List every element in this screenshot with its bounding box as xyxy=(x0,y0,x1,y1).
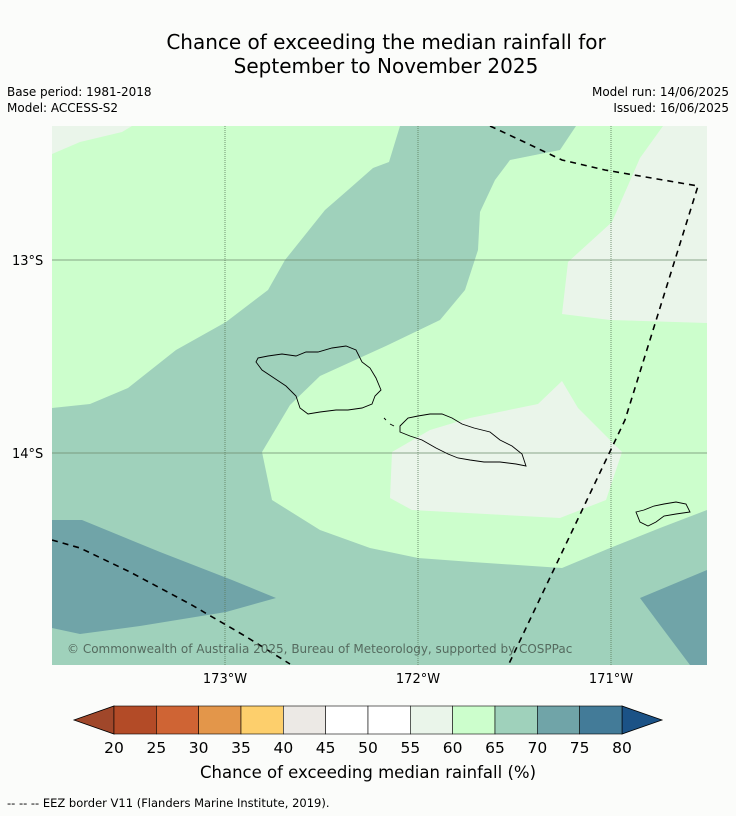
colorbar-bin xyxy=(494,705,538,735)
colorbar-bin xyxy=(325,705,369,735)
meta-left: Base period: 1981-2018 Model: ACCESS-S2 xyxy=(7,84,152,116)
colorbar: 20 25 30 35 40 45 50 55 60 65 70 75 80 xyxy=(72,705,664,757)
colorbar-tick-label: 65 xyxy=(485,739,505,757)
eez-legend: -- -- -- EEZ border V11 (Flanders Marine… xyxy=(7,796,330,810)
colorbar-tick-label: 35 xyxy=(231,739,251,757)
lat-axis: 13°S 14°S xyxy=(12,254,43,462)
contour-55-60-nw xyxy=(52,126,132,154)
colorbar-bin xyxy=(283,705,326,735)
colorbar-tick-label: 20 xyxy=(104,739,124,757)
contour-70-75-se xyxy=(640,570,707,665)
colorbar-bin xyxy=(452,705,496,735)
chart-title: Chance of exceeding the median rainfall … xyxy=(0,30,736,78)
eez-line-west xyxy=(52,539,291,665)
colorbar-bin xyxy=(240,705,284,735)
upolu-island xyxy=(399,413,527,467)
colorbar-tick-label: 40 xyxy=(273,739,293,757)
apolima-manono xyxy=(383,417,395,427)
colorbar-tick-label: 55 xyxy=(400,739,420,757)
contour-70-75-sw xyxy=(52,520,276,634)
eez-border xyxy=(52,126,700,665)
title-line-2: September to November 2025 xyxy=(233,54,539,78)
lon-label-173w: 173°W xyxy=(203,672,247,687)
colorbar-tick-label: 25 xyxy=(146,739,166,757)
model-name: Model: ACCESS-S2 xyxy=(7,101,119,115)
colorbar-tick-label: 50 xyxy=(358,739,378,757)
colorbar-label: Chance of exceeding median rainfall (%) xyxy=(200,763,536,782)
lon-label-172w: 172°W xyxy=(396,672,440,687)
contour-60-65-west xyxy=(52,126,400,408)
contour-55-60-south xyxy=(390,381,622,518)
eez-line-east xyxy=(489,126,700,665)
colorbar-bin xyxy=(198,705,242,735)
lon-axis: 173°W 172°W 171°W xyxy=(203,672,633,687)
colorbar-tick-label: 30 xyxy=(189,739,209,757)
islands xyxy=(255,345,691,527)
tutuila-island xyxy=(635,501,691,527)
base-period: Base period: 1981-2018 xyxy=(7,85,152,99)
colorbar-extend-high xyxy=(621,705,664,735)
colorbar-tick-label: 80 xyxy=(612,739,632,757)
colorbar-tick-label: 60 xyxy=(443,739,463,757)
title-line-1: Chance of exceeding the median rainfall … xyxy=(166,30,606,54)
savaii-island xyxy=(255,345,382,415)
model-run: Model run: 14/06/2025 xyxy=(591,85,729,99)
colorbar-bin xyxy=(113,705,157,735)
colorbar-bin xyxy=(579,705,623,735)
gridlines xyxy=(52,259,707,454)
issued-date: Issued: 16/06/2025 xyxy=(613,101,729,115)
lat-label-13s: 13°S xyxy=(12,254,43,269)
colorbar-tick-label: 45 xyxy=(316,739,336,757)
lon-label-171w: 171°W xyxy=(589,672,633,687)
colorbar-extend-low xyxy=(72,705,115,735)
map-area: © Commonwealth of Australia 2025, Bureau… xyxy=(52,126,707,665)
colorbar-bin xyxy=(367,705,411,735)
colorbar-bin xyxy=(156,705,199,735)
colorbar-bin xyxy=(410,705,453,735)
colorbar-tick-label: 75 xyxy=(570,739,590,757)
copyright-notice: © Commonwealth of Australia 2025, Bureau… xyxy=(67,642,572,656)
colorbar-bin xyxy=(537,705,580,735)
colorbar-tick-label: 70 xyxy=(527,739,547,757)
meta-right: Model run: 14/06/2025 Issued: 16/06/2025 xyxy=(592,84,729,116)
lat-label-14s: 14°S xyxy=(12,447,43,462)
